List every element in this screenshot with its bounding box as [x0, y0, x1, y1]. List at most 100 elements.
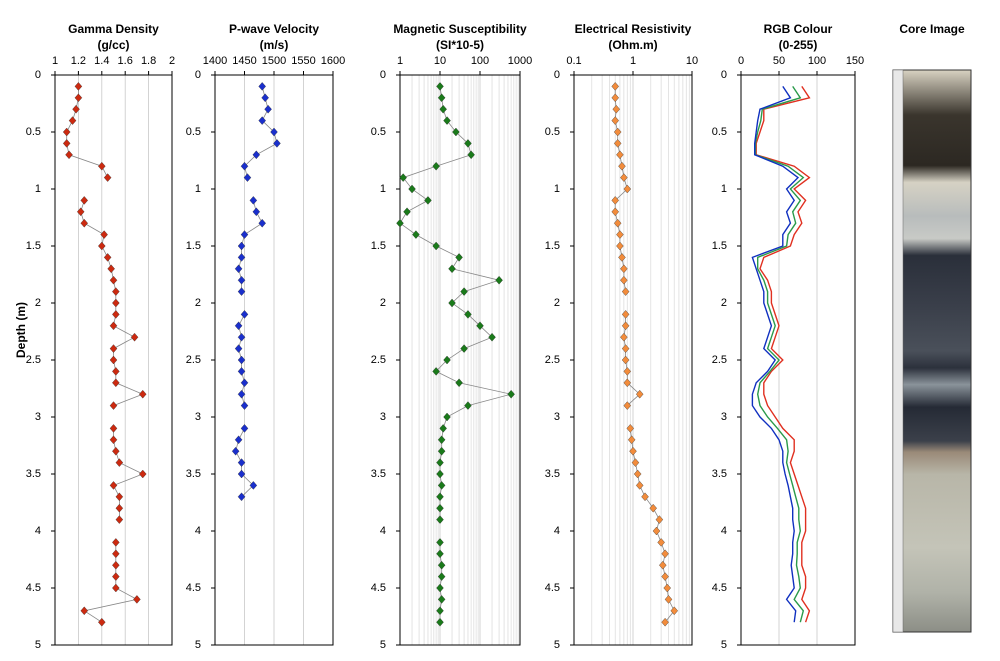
data-point — [618, 161, 626, 171]
data-point — [237, 355, 246, 365]
y-tick-label: 1 — [380, 183, 386, 195]
data-point — [138, 389, 147, 399]
data-point — [80, 606, 89, 616]
data-point — [112, 367, 120, 376]
y-tick-label: 1.5 — [371, 240, 386, 252]
data-point — [507, 389, 515, 399]
data-point — [464, 401, 472, 410]
y-tick-label: 2 — [195, 297, 201, 309]
y-tick-label: 2.5 — [26, 354, 41, 366]
data-point — [252, 207, 261, 217]
y-tick-label: 0 — [721, 69, 727, 81]
data-point — [623, 367, 632, 376]
data-point — [460, 287, 468, 296]
data-point — [623, 378, 632, 388]
data-point — [611, 93, 620, 103]
data-point — [115, 515, 124, 524]
data-point — [234, 435, 243, 445]
data-point — [437, 435, 446, 445]
data-point — [112, 538, 120, 547]
data-point — [670, 606, 679, 616]
data-point — [611, 196, 620, 205]
y-tick-label: 1 — [554, 183, 560, 195]
y-tick-label: 4.5 — [26, 582, 41, 594]
data-point — [618, 253, 626, 262]
data-point — [112, 310, 120, 319]
data-point — [62, 127, 71, 137]
y-tick-label: 4.5 — [712, 582, 727, 594]
x-tick-label: 1.6 — [118, 55, 133, 67]
y-tick-label: 5 — [721, 639, 727, 651]
data-point — [74, 82, 83, 91]
y-tick-label: 2 — [35, 297, 41, 309]
data-point — [635, 389, 644, 399]
data-point — [107, 264, 115, 274]
data-point — [130, 332, 139, 342]
core-scale — [892, 69, 904, 633]
plot-frame — [740, 74, 856, 646]
data-point — [399, 173, 407, 182]
x-tick-label: 1.4 — [94, 55, 109, 67]
data-point — [112, 446, 120, 456]
data-point — [231, 446, 240, 456]
panel-title: Gamma Density — [68, 22, 159, 36]
data-point — [627, 435, 636, 445]
data-line — [754, 86, 805, 623]
x-tick-label: 10 — [686, 55, 698, 67]
data-point — [631, 458, 640, 467]
data-point — [240, 424, 249, 433]
data-point — [620, 332, 628, 342]
panel-subtitle: (0-255) — [779, 38, 818, 52]
y-tick-label: 5 — [195, 639, 201, 651]
data-point — [436, 606, 444, 616]
data-point — [623, 184, 632, 194]
y-tick-label: 1.5 — [26, 240, 41, 252]
data-point — [100, 230, 108, 239]
data-point — [488, 332, 496, 342]
data-point — [611, 207, 620, 217]
y-tick-label: 5 — [554, 639, 560, 651]
data-point — [237, 241, 246, 251]
data-point — [613, 127, 622, 137]
data-point — [436, 503, 444, 513]
data-point — [249, 481, 258, 490]
data-point — [476, 321, 484, 331]
data-point — [408, 184, 416, 194]
panel-subtitle: (SI*10-5) — [436, 38, 484, 52]
x-tick-label: 1 — [52, 55, 58, 67]
data-point — [641, 492, 649, 502]
plot-frame — [573, 74, 693, 646]
data-point — [436, 515, 444, 524]
data-point — [612, 104, 621, 114]
data-point — [109, 401, 118, 410]
data-point — [403, 207, 411, 217]
panel-subtitle: (Ohm.m) — [608, 38, 657, 52]
y-tick-label: 3 — [35, 411, 41, 423]
x-tick-label: 0.1 — [566, 55, 581, 67]
data-point — [448, 298, 456, 308]
data-point — [240, 401, 249, 410]
data-point — [109, 435, 118, 445]
data-point — [270, 127, 278, 137]
x-tick-label: 1450 — [232, 55, 256, 67]
data-point — [237, 367, 246, 376]
data-point — [613, 218, 622, 228]
data-point — [621, 355, 630, 365]
y-axis-label: Depth (m) — [14, 302, 28, 358]
plot-frame — [399, 74, 521, 646]
data-point — [80, 218, 89, 228]
y-tick-label: 3 — [195, 411, 201, 423]
y-tick-label: 3.5 — [371, 468, 386, 480]
panel-subtitle: (m/s) — [260, 38, 289, 52]
y-tick-label: 4.5 — [371, 582, 386, 594]
data-point — [437, 560, 446, 570]
y-tick-label: 0 — [35, 69, 41, 81]
y-tick-label: 3 — [721, 411, 727, 423]
data-point — [109, 275, 118, 285]
panel-subtitle: (g/cc) — [97, 38, 129, 52]
x-tick-label: 100 — [808, 55, 826, 67]
data-point — [72, 104, 80, 114]
data-point — [62, 139, 71, 148]
x-tick-label: 1500 — [262, 55, 286, 67]
